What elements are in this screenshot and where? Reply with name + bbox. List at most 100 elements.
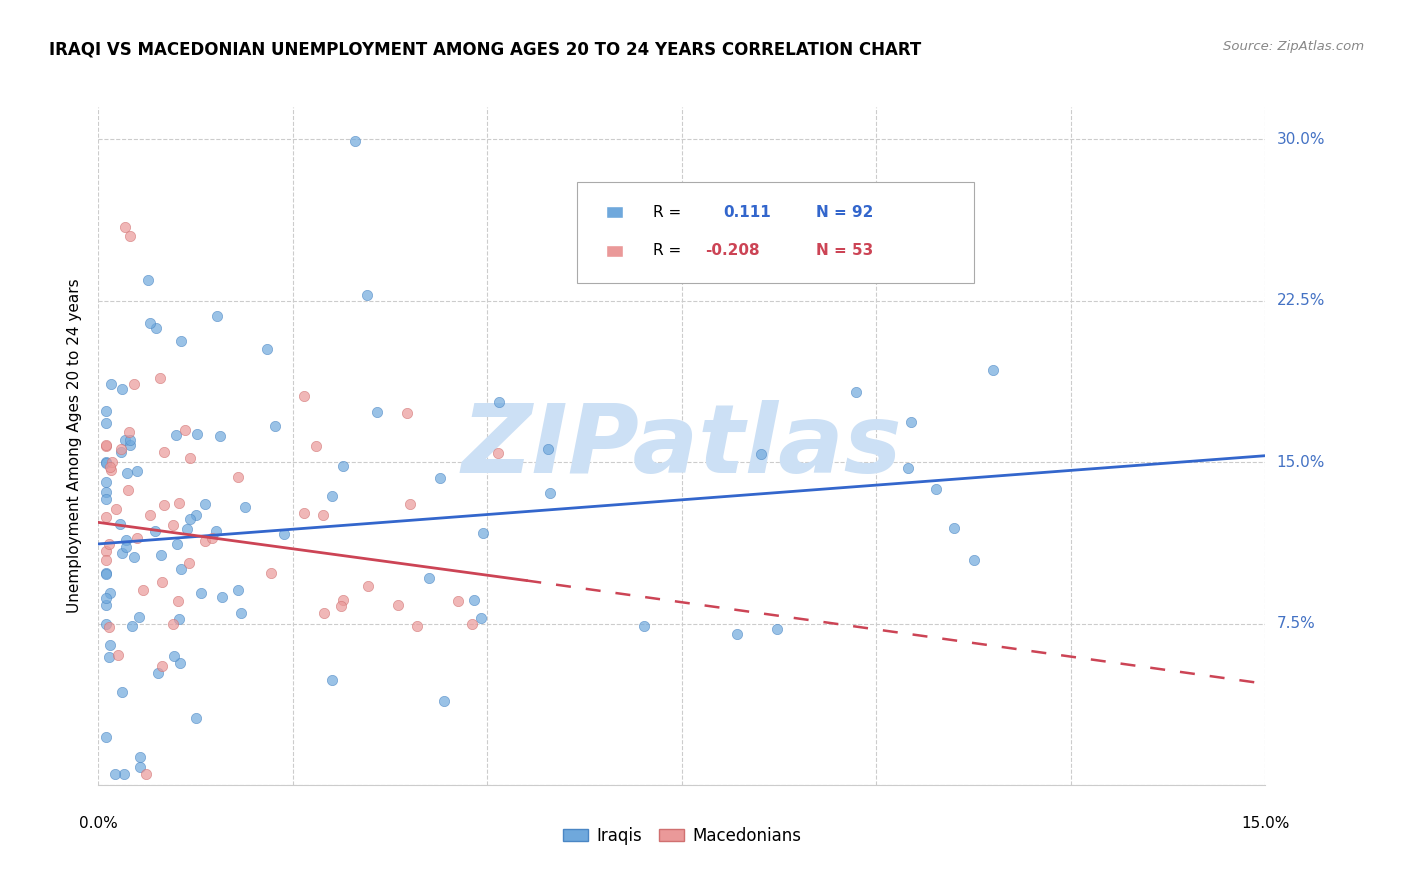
Macedonians [226,470,249,484]
Macedonians [387,598,409,612]
Iraqis [204,524,226,538]
Iraqis [108,517,131,532]
Iraqis [112,767,135,781]
Macedonians [107,648,129,662]
Macedonians [132,582,155,597]
Iraqis [128,610,150,624]
Y-axis label: Unemployment Among Ages 20 to 24 years: Unemployment Among Ages 20 to 24 years [67,278,83,614]
Iraqis [366,405,388,419]
Text: R =: R = [652,244,681,259]
Macedonians [260,566,283,581]
Macedonians [96,544,118,558]
Iraqis [98,650,121,665]
Iraqis [111,546,134,560]
Iraqis [231,606,253,620]
FancyBboxPatch shape [606,206,623,219]
Iraqis [96,416,118,430]
Iraqis [488,395,510,409]
Iraqis [169,334,191,349]
Iraqis [256,342,278,356]
Iraqis [162,648,184,663]
Iraqis [96,617,118,632]
Macedonians [312,508,335,522]
Iraqis [138,272,160,286]
Iraqis [166,537,188,551]
Macedonians [167,593,190,607]
Iraqis [111,684,134,698]
Macedonians [329,599,352,613]
Macedonians [153,445,176,459]
Iraqis [149,548,172,562]
FancyBboxPatch shape [576,182,973,284]
Text: 0.111: 0.111 [723,204,770,219]
Macedonians [135,767,157,781]
Iraqis [179,512,201,526]
Macedonians [461,616,484,631]
Iraqis [211,591,233,605]
Macedonians [167,496,190,510]
Iraqis [145,524,167,538]
Iraqis [471,526,494,541]
Macedonians [332,592,354,607]
Macedonians [118,425,141,440]
Macedonians [406,619,429,633]
Macedonians [98,459,121,474]
Iraqis [184,711,207,725]
Iraqis [169,657,191,671]
Iraqis [633,619,655,633]
Macedonians [201,531,224,545]
Macedonians [173,423,195,437]
Iraqis [100,376,122,391]
Macedonians [139,508,162,522]
Text: 0.0%: 0.0% [79,815,118,830]
Iraqis [725,627,748,641]
Iraqis [470,611,492,625]
Iraqis [925,482,948,496]
Macedonians [110,442,132,456]
Iraqis [963,553,986,567]
Macedonians [122,377,145,392]
Macedonians [125,532,148,546]
Text: 22.5%: 22.5% [1277,293,1324,309]
Iraqis [115,533,138,547]
Iraqis [845,385,868,400]
Iraqis [129,749,152,764]
Iraqis [96,475,118,490]
Macedonians [162,616,184,631]
Legend: Iraqis, Macedonians: Iraqis, Macedonians [557,820,807,851]
Text: R =: R = [652,204,681,219]
Macedonians [395,406,418,420]
Text: N = 53: N = 53 [815,244,873,259]
Macedonians [398,497,420,511]
Iraqis [165,427,187,442]
Iraqis [429,471,451,485]
FancyBboxPatch shape [606,244,623,257]
Iraqis [344,135,367,149]
Iraqis [96,491,118,506]
Iraqis [186,508,208,522]
Macedonians [149,371,172,385]
Iraqis [128,759,150,773]
Macedonians [179,450,201,465]
Macedonians [305,439,328,453]
Iraqis [114,434,136,448]
Iraqis [418,571,440,585]
Text: 30.0%: 30.0% [1277,132,1324,147]
Iraqis [96,566,118,580]
Text: N = 92: N = 92 [815,204,873,219]
Iraqis [538,486,561,500]
Macedonians [96,552,118,566]
Macedonians [96,509,118,524]
Macedonians [357,578,380,592]
Iraqis [205,310,228,324]
Iraqis [145,320,167,334]
Text: ZIPatlas: ZIPatlas [461,400,903,492]
Iraqis [233,500,256,514]
Macedonians [101,455,124,469]
Macedonians [194,534,217,549]
Text: Source: ZipAtlas.com: Source: ZipAtlas.com [1223,40,1364,54]
Text: 7.5%: 7.5% [1277,616,1315,631]
Iraqis [321,489,343,503]
Macedonians [96,438,118,452]
Iraqis [264,419,287,434]
